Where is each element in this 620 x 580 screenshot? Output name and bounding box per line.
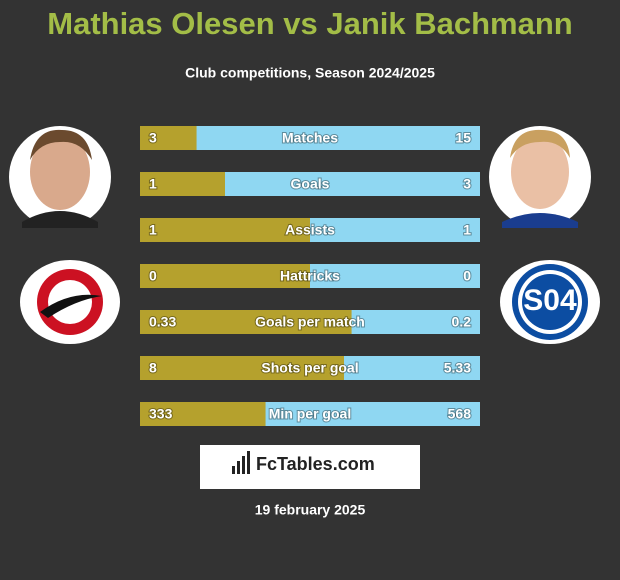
right-bar: [310, 218, 480, 242]
right-bar: [310, 264, 480, 288]
left-value: 0: [149, 268, 157, 284]
right-bar: [344, 356, 480, 380]
stat-rows: 3 Matches 15 1 Goals 3 1 Assists 1 0 Hattricks 0 0.3…: [140, 126, 480, 426]
right-value: 1: [463, 222, 471, 238]
right-bar: [351, 310, 480, 334]
left-value: 333: [149, 406, 173, 422]
right-bar: [196, 126, 480, 150]
left-value: 0.33: [149, 314, 176, 330]
stat-label: Matches: [282, 130, 338, 146]
brand: FcTables.com: [256, 454, 375, 474]
left-bar: [140, 264, 310, 288]
left-player-photo: [9, 126, 111, 228]
right-value: 568: [448, 406, 472, 422]
left-bar: [140, 310, 352, 334]
right-value: 0: [463, 268, 471, 284]
left-bar: [140, 172, 225, 196]
stat-label: Shots per goal: [261, 360, 358, 376]
left-bar: [140, 356, 345, 380]
right-bar: [225, 172, 480, 196]
left-bar: [140, 126, 197, 150]
title: Mathias Olesen vs Janik Bachmann: [47, 6, 573, 41]
right-value: 5.33: [444, 360, 471, 376]
left-club-logo: [20, 260, 120, 344]
svg-text:S04: S04: [523, 284, 577, 317]
stat-label: Assists: [285, 222, 335, 238]
right-bar: [265, 402, 480, 426]
right-value: 0.2: [452, 314, 472, 330]
stat-label: Hattricks: [280, 268, 340, 284]
stat-label: Goals: [291, 176, 330, 192]
right-player-photo: [489, 126, 591, 228]
right-value: 3: [463, 176, 471, 192]
left-value: 1: [149, 176, 157, 192]
brand-box: FcTables.com: [200, 445, 420, 489]
date: 19 february 2025: [255, 502, 366, 518]
stat-label: Goals per match: [255, 314, 365, 330]
subtitle: Club competitions, Season 2024/2025: [185, 65, 435, 81]
left-value: 3: [149, 130, 157, 146]
stat-label: Min per goal: [269, 406, 351, 422]
left-value: 8: [149, 360, 157, 376]
left-value: 1: [149, 222, 157, 238]
left-bar: [140, 218, 310, 242]
right-club-logo: S04: [500, 260, 600, 344]
right-value: 15: [455, 130, 471, 146]
left-bar: [140, 402, 266, 426]
